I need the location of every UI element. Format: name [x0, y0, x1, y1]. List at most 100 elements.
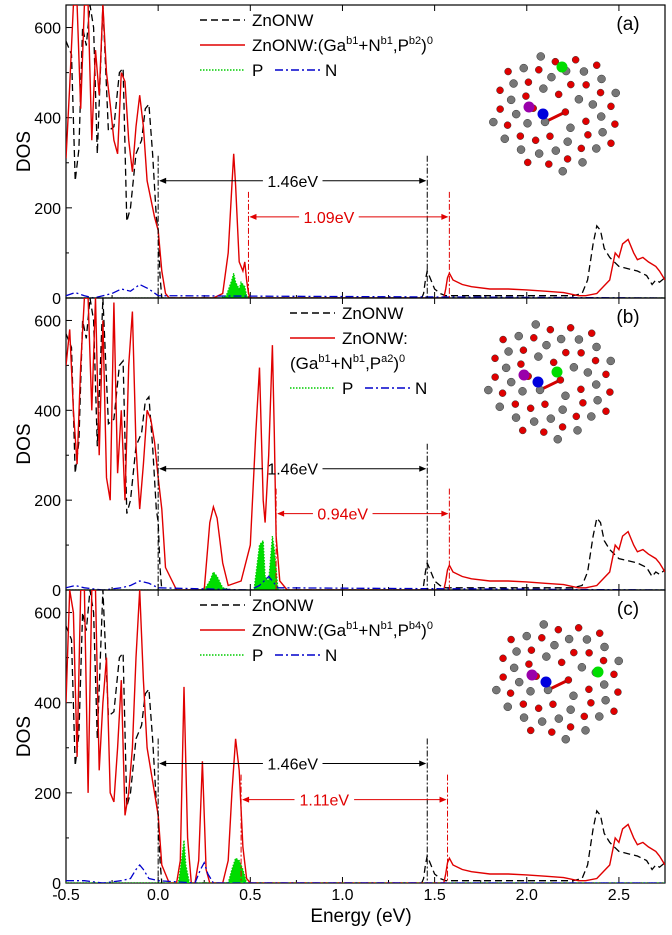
gap-value-label: 0.94eV — [317, 507, 368, 524]
y-tick-label: 400 — [34, 696, 61, 713]
y-tick-label: 200 — [34, 201, 61, 218]
panel-2: 0 200 400 600 DOS 1.46eV 1.11eV (c) ZnONW ZnONW:(… — [14, 589, 666, 893]
atom — [569, 363, 579, 372]
legend-text-part: N — [415, 379, 427, 398]
atom — [597, 74, 606, 84]
legend-entry: ZnONW:(Gab1+Nb1,Pb2)0 — [200, 35, 433, 55]
atom — [542, 340, 551, 350]
y-tick-label: 200 — [34, 786, 61, 803]
atom — [599, 680, 609, 689]
atom — [501, 363, 511, 373]
legend-text-part: ZnONW:(Ga — [252, 621, 347, 640]
legend-superscript: b1 — [346, 35, 358, 47]
atom — [561, 734, 570, 744]
atom — [519, 63, 528, 73]
series-line — [66, 575, 665, 590]
atom — [511, 109, 521, 119]
atom — [566, 123, 575, 133]
atom — [507, 635, 515, 644]
legend-text-part: N — [325, 646, 337, 665]
atom — [558, 423, 567, 431]
atom — [512, 647, 521, 656]
atom — [548, 728, 556, 736]
atom — [563, 137, 572, 146]
atom — [511, 400, 520, 408]
atom — [557, 658, 566, 667]
nanowire-structure-illustration — [484, 320, 615, 444]
atom — [579, 67, 589, 76]
atom — [596, 88, 605, 97]
atom — [554, 714, 564, 723]
atom — [600, 642, 609, 652]
y-axis-label: DOS — [14, 716, 35, 757]
atom — [582, 117, 590, 126]
series-line — [66, 590, 665, 883]
legend-label: ZnONW:(Gab1+Nb1,Pb2)0 — [252, 35, 433, 55]
atom — [519, 346, 528, 354]
atom — [558, 405, 567, 414]
atom — [577, 663, 587, 672]
dopant-atom — [523, 101, 535, 113]
panel-label: (a) — [616, 14, 639, 35]
legend-text-part: N — [325, 61, 337, 80]
legend-superscript: b1 — [318, 353, 330, 365]
atom — [577, 385, 585, 394]
legend-label: ZnONW:(Gab1+Nb1,Pb4)0 — [252, 620, 433, 640]
atom — [498, 389, 507, 397]
atom — [514, 677, 524, 687]
atom — [526, 687, 535, 696]
x-tick-label: 1.5 — [423, 887, 445, 904]
legend-text-part: P — [252, 61, 263, 80]
atom — [523, 119, 532, 128]
y-tick-label: 400 — [34, 403, 61, 420]
atom — [539, 620, 548, 629]
atom — [593, 395, 602, 405]
legend-text-part: ,P — [393, 621, 409, 640]
atom — [553, 434, 562, 444]
atom — [519, 700, 528, 708]
series-group — [66, 5, 665, 298]
series-line — [66, 536, 665, 590]
legend-label: ZnONW — [342, 304, 403, 323]
atom — [546, 132, 554, 140]
atom — [567, 80, 575, 89]
series-group — [66, 590, 665, 883]
atom — [551, 146, 561, 155]
dopant-atom — [540, 676, 552, 688]
legend-text-part: ZnONW — [342, 304, 403, 323]
gap-arrowhead — [419, 760, 427, 767]
y-tick-label: 600 — [34, 313, 61, 330]
legend-text-part: ) — [421, 621, 427, 640]
legend-superscript: b1 — [346, 620, 358, 632]
atom — [537, 717, 547, 726]
atom — [610, 670, 618, 679]
atom — [558, 166, 567, 176]
legend-text-part: ,P — [365, 354, 381, 373]
atom — [577, 349, 585, 357]
panel-1: 0 200 400 600 DOS 1.46eV 0.94eV (b) ZnONW ZnONW: (… — [14, 297, 666, 600]
atom — [566, 723, 575, 731]
atom — [602, 407, 610, 416]
p-fill-area — [66, 840, 665, 883]
atom — [529, 417, 539, 426]
legend-text-part: +N — [358, 36, 380, 55]
atom — [489, 117, 498, 127]
legend-text-part: ) — [421, 36, 427, 55]
atom — [547, 72, 556, 82]
atom — [599, 656, 608, 665]
atom — [549, 700, 557, 708]
y-tick-label: 0 — [52, 583, 61, 600]
legend-label: N — [325, 646, 337, 665]
series-line — [66, 590, 665, 883]
x-tick-label: 1.0 — [331, 887, 353, 904]
atom — [606, 356, 615, 366]
atom — [556, 376, 565, 384]
atom — [587, 412, 596, 421]
atom — [550, 640, 559, 650]
legend-text-part: ZnONW: — [342, 329, 408, 348]
legend-text-part: P — [252, 646, 263, 665]
atom — [503, 702, 513, 712]
atom — [583, 368, 593, 377]
atom — [569, 691, 578, 701]
dopant-atom — [551, 366, 563, 378]
